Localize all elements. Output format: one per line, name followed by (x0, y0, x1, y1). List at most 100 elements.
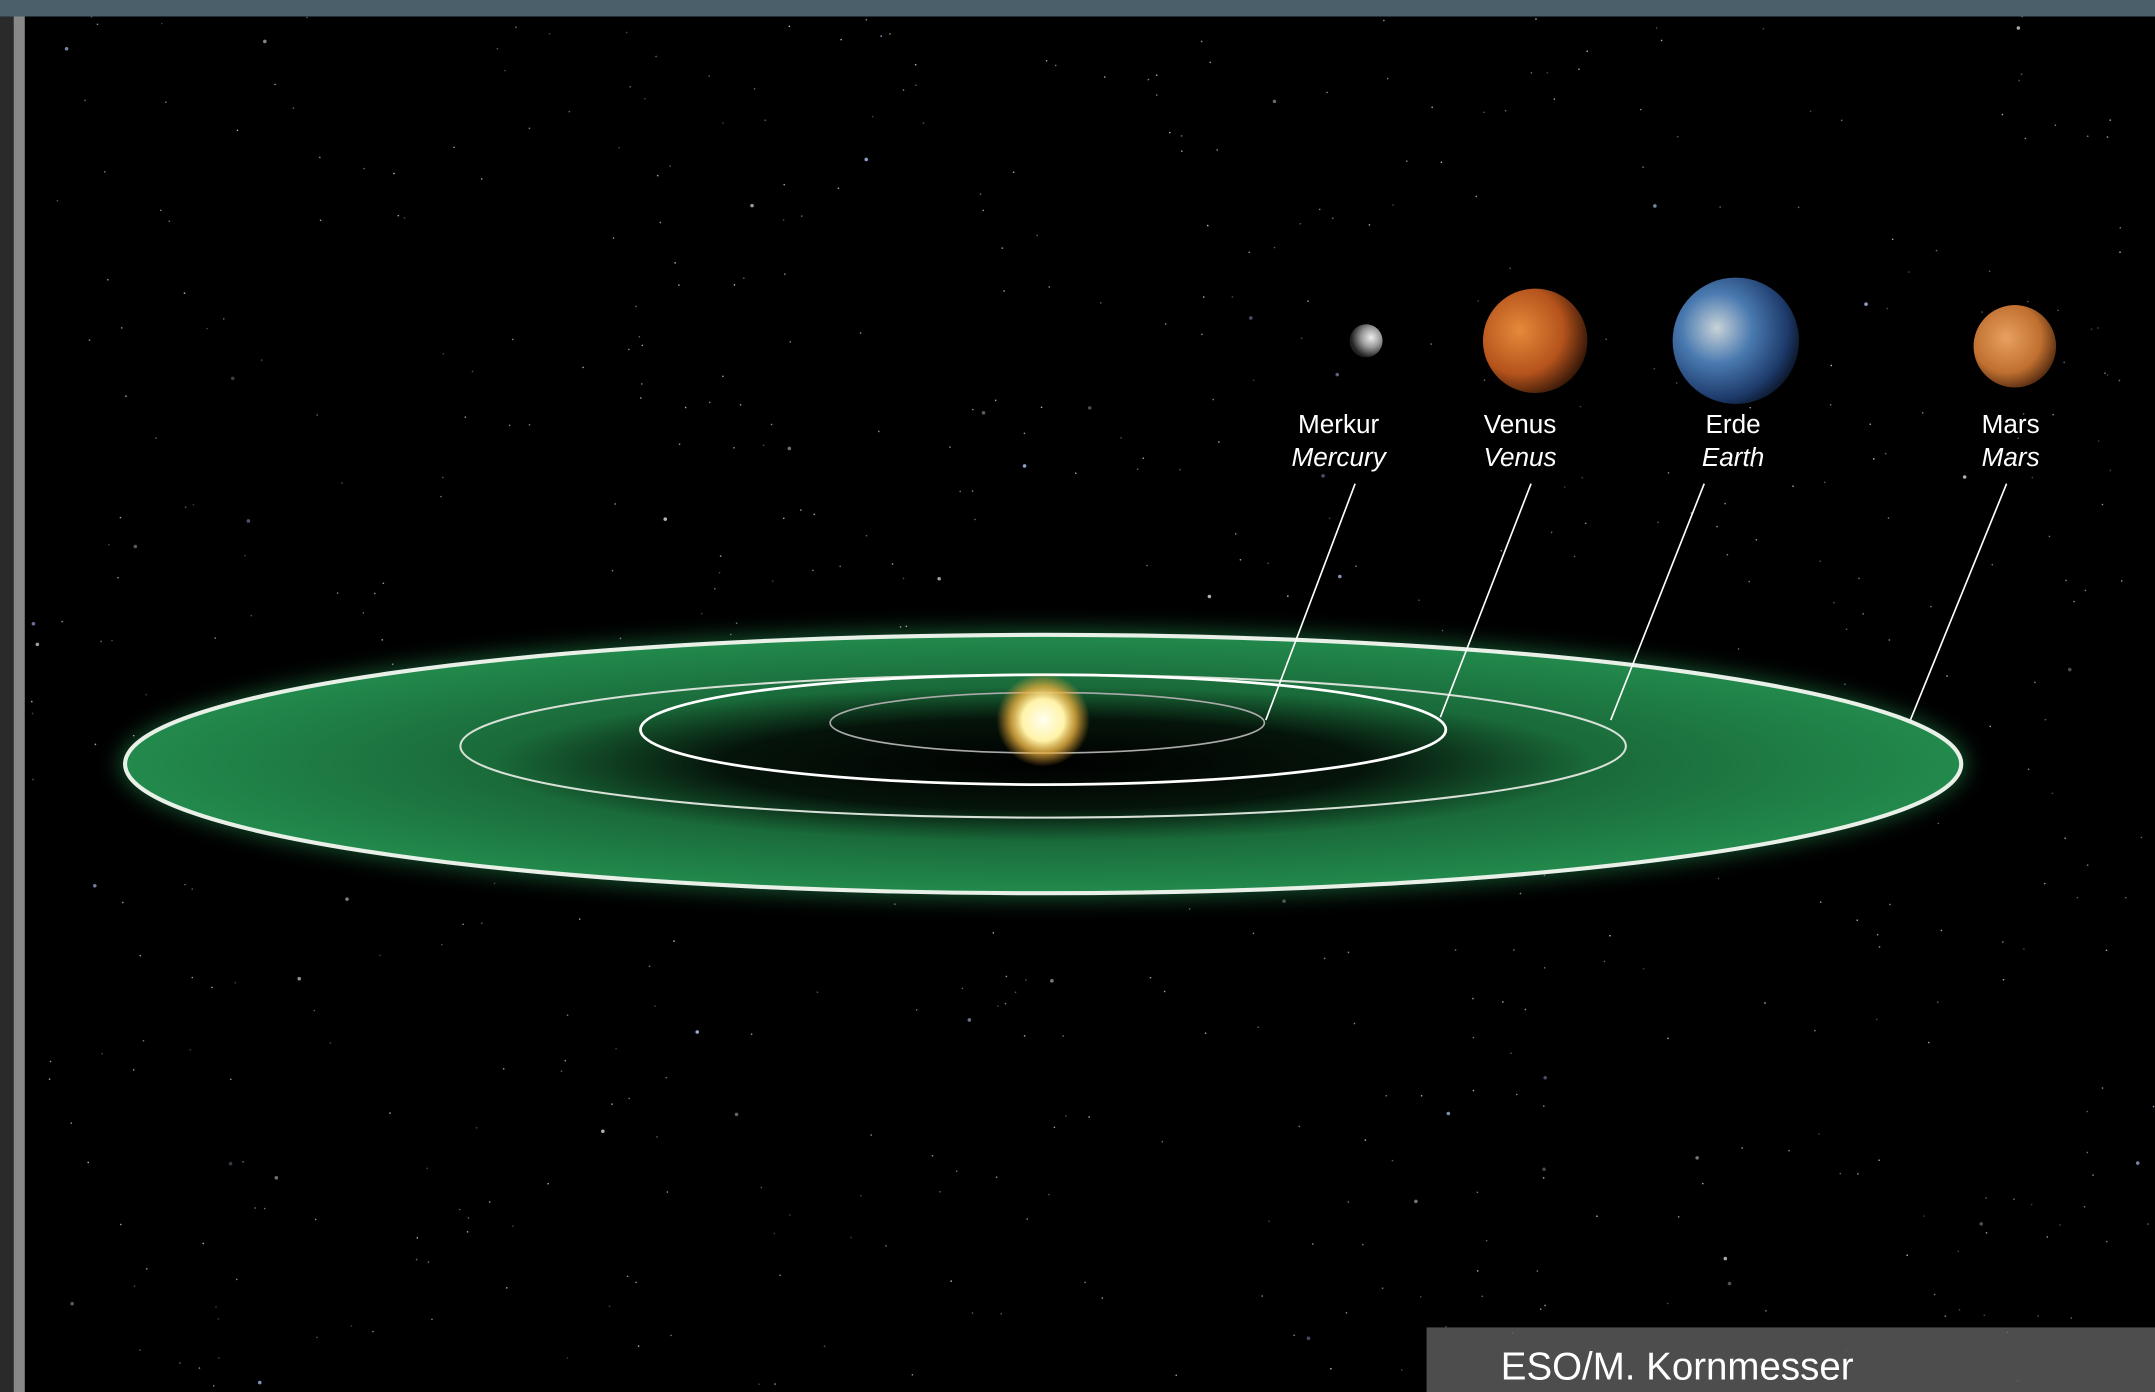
star (2051, 792, 2054, 795)
star (959, 490, 962, 493)
star (1544, 1304, 1546, 1307)
star (215, 1306, 217, 1308)
star (718, 571, 721, 574)
star (1293, 1334, 1295, 1337)
star (950, 1280, 952, 1282)
star (2092, 1174, 2094, 1176)
star (911, 1373, 914, 1376)
star (1391, 1159, 1394, 1162)
star (206, 327, 208, 330)
star (119, 1223, 122, 1226)
star (2152, 1105, 2155, 1108)
star (2073, 600, 2075, 603)
star (582, 366, 584, 369)
star (184, 883, 186, 886)
star (783, 183, 786, 186)
star (1726, 553, 1729, 556)
star (674, 262, 676, 264)
star (2086, 864, 2089, 866)
star (628, 1097, 630, 1100)
star (242, 1161, 244, 1163)
star (111, 639, 113, 642)
label-de: Merkur (1298, 409, 1380, 439)
star (1120, 437, 1122, 439)
star (1481, 1295, 1484, 1298)
star (1603, 960, 1606, 963)
star (1164, 323, 1167, 325)
sun (996, 673, 1090, 767)
star (1418, 599, 1420, 601)
star (183, 292, 186, 295)
star (1869, 423, 1872, 426)
star (1989, 725, 1992, 728)
star (893, 903, 896, 905)
star (2124, 896, 2127, 899)
star (1857, 1172, 1859, 1175)
star (914, 63, 917, 66)
star (1839, 1172, 1842, 1175)
star (1036, 234, 1039, 237)
star (1985, 1232, 1988, 1234)
star (1347, 951, 1350, 954)
star (1209, 61, 1212, 64)
star (94, 743, 97, 746)
label-de: Venus (1484, 409, 1557, 439)
star (2026, 300, 2029, 303)
star (1546, 71, 1549, 74)
star (440, 495, 442, 498)
star (2105, 949, 2108, 952)
star (35, 642, 40, 647)
star (1988, 270, 1991, 273)
star (1146, 564, 1148, 567)
leader-line (1909, 483, 2008, 721)
star (1878, 1159, 1880, 1162)
star (493, 882, 496, 885)
star (997, 1005, 999, 1008)
star (2119, 226, 2122, 229)
star (2057, 309, 2059, 312)
star (2002, 941, 2004, 943)
star (654, 1005, 656, 1007)
earth (1672, 277, 1800, 404)
star (1318, 208, 1321, 211)
star (101, 1052, 103, 1055)
star (1335, 372, 1340, 377)
label-en: Mars (1982, 442, 2040, 472)
star (850, 1236, 852, 1239)
star (1483, 111, 1485, 114)
star (1441, 629, 1444, 632)
star (117, 576, 119, 579)
star (2034, 681, 2036, 684)
star (1249, 316, 1253, 320)
star (1500, 549, 1503, 552)
star (1345, 1311, 1348, 1314)
star (155, 437, 157, 439)
star (719, 555, 722, 557)
star (568, 110, 571, 113)
star (1180, 135, 1183, 137)
star (739, 404, 742, 406)
star (453, 146, 455, 149)
star (1188, 908, 1191, 910)
leader-lines (1265, 483, 2008, 721)
star (1819, 560, 1822, 563)
star (350, 1325, 353, 1327)
star (2106, 374, 2109, 376)
star (145, 693, 148, 696)
star (389, 1112, 391, 1114)
star (48, 1078, 51, 1080)
star (467, 1217, 470, 1219)
label-en: Mercury (1291, 442, 1387, 472)
star (640, 383, 643, 385)
star (1065, 1115, 1067, 1117)
star (1653, 367, 1656, 370)
star (2046, 1236, 2049, 1238)
star (1510, 1052, 1512, 1055)
star (1175, 1374, 1178, 1377)
star (885, 1245, 887, 1247)
star (753, 88, 756, 90)
star (1025, 979, 1027, 981)
star (1206, 224, 1209, 227)
star (70, 1122, 73, 1124)
star (1829, 403, 1832, 406)
